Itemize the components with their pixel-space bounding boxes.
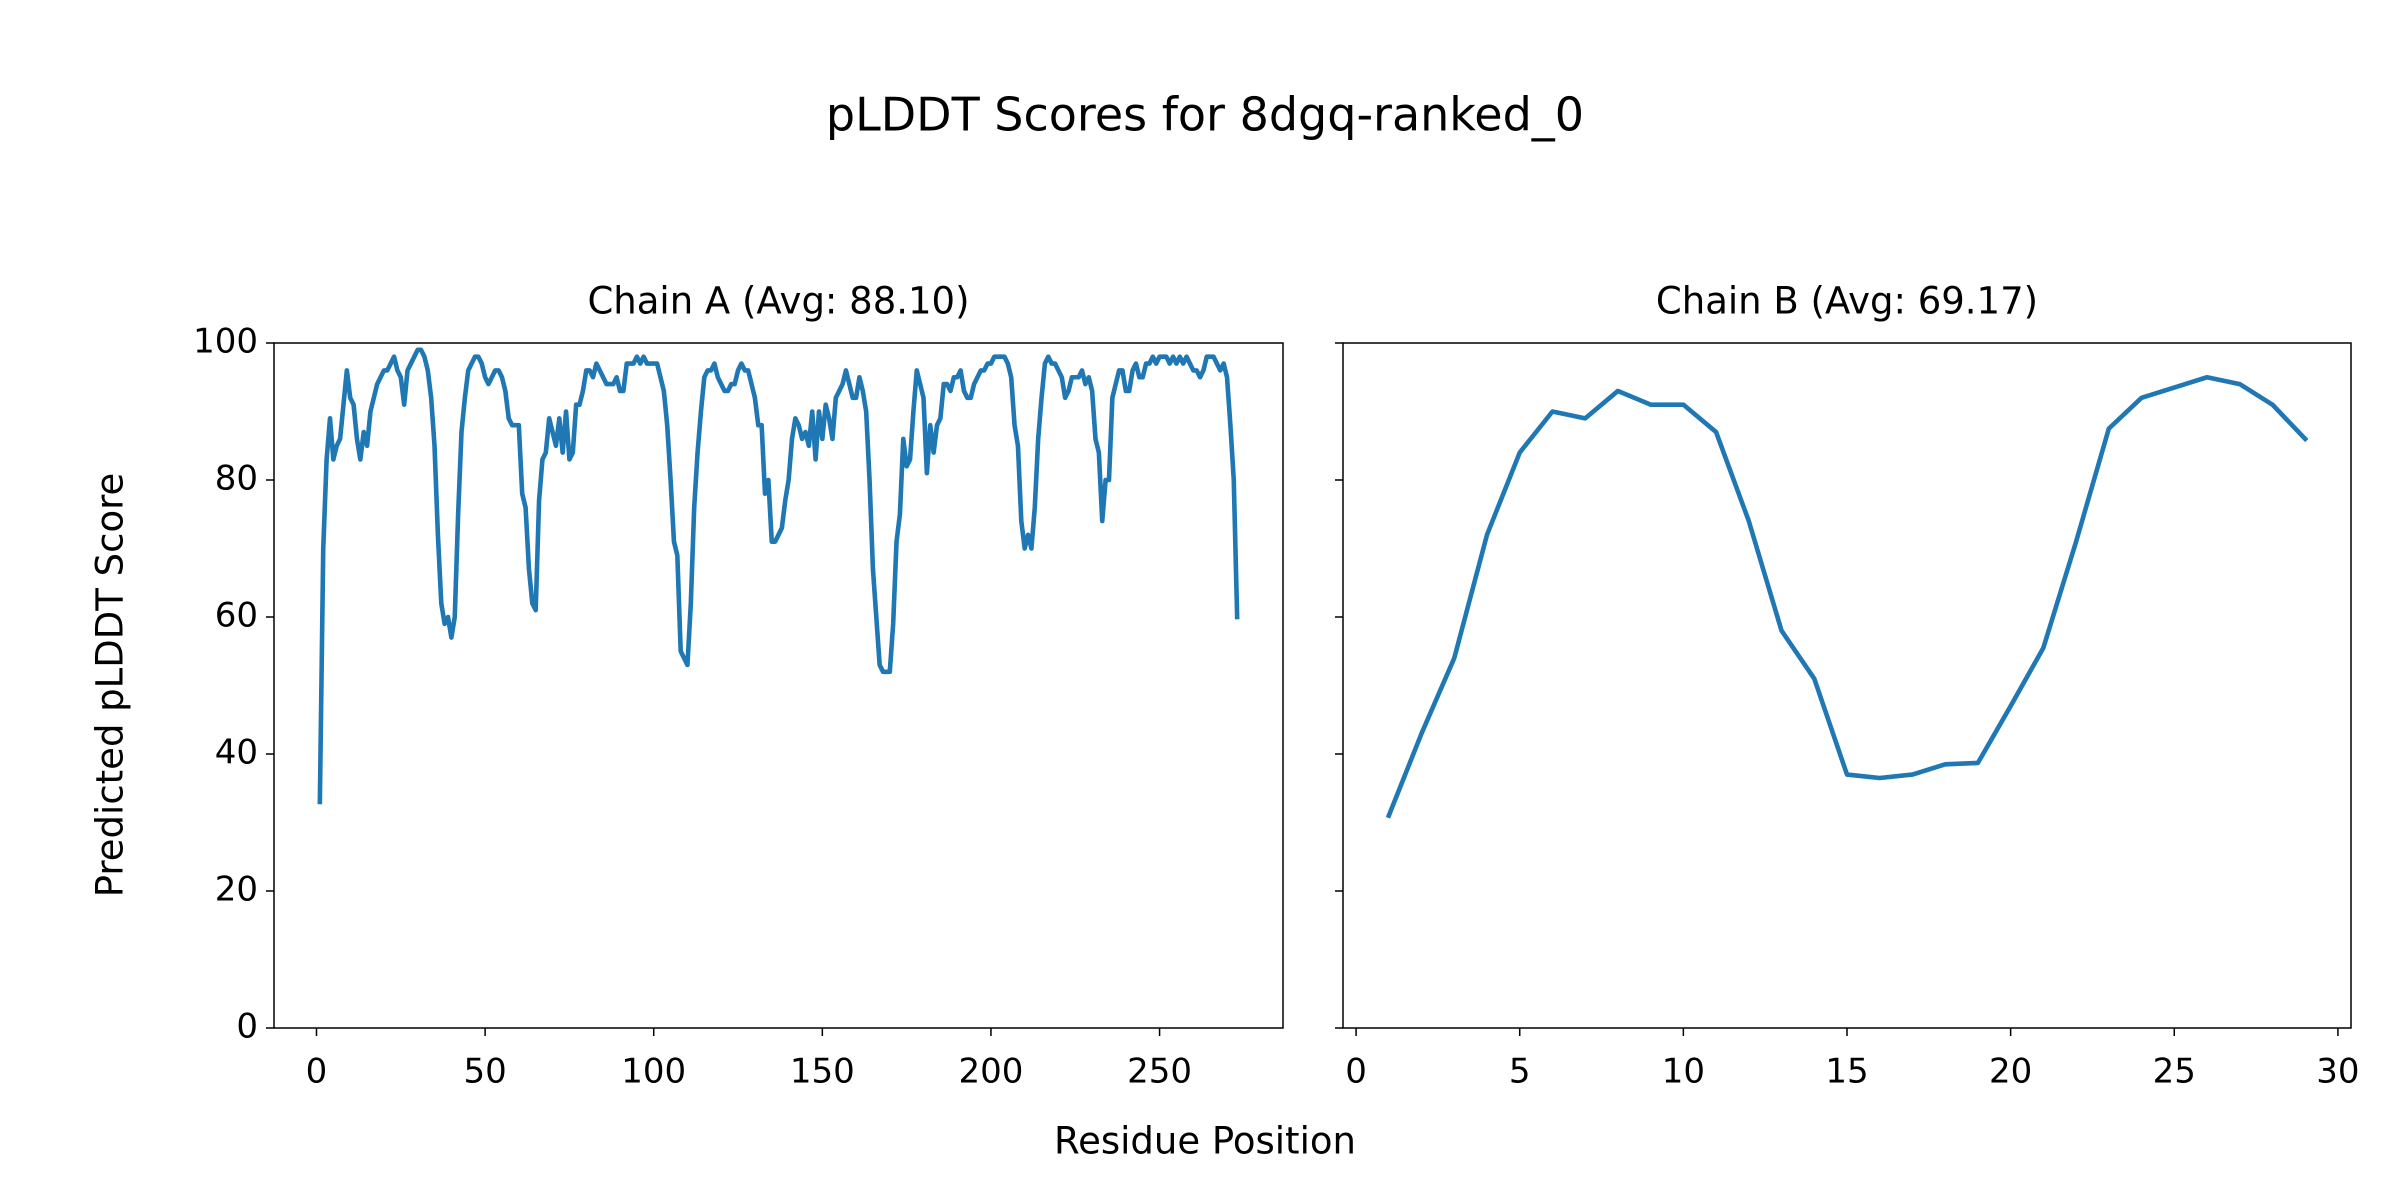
x-tick-label: 150 <box>790 1052 855 1092</box>
data-line <box>317 347 1240 805</box>
x-tick-label: 10 <box>1662 1052 1705 1092</box>
x-tick-label: 100 <box>621 1052 686 1092</box>
x-tick-label: 30 <box>2316 1052 2359 1092</box>
x-tick-label: 0 <box>306 1052 328 1092</box>
x-axis-label: Residue Position <box>1054 1120 1356 1163</box>
y-tick-label: 0 <box>236 1007 258 1047</box>
y-tick-label: 100 <box>193 322 258 362</box>
x-tick-label: 200 <box>959 1052 1024 1092</box>
axes-frame <box>1342 342 2352 1029</box>
subplot-title: Chain B (Avg: 69.17) <box>1656 280 2038 323</box>
y-axis-label: Predicted pLDDT Score <box>89 473 132 898</box>
x-tick-label: 5 <box>1509 1052 1531 1092</box>
y-tick-label: 40 <box>215 733 258 773</box>
y-tick-label: 80 <box>215 459 258 499</box>
figure-title: pLDDT Scores for 8dgq-ranked_0 <box>826 88 1584 142</box>
axes-frame <box>273 342 1284 1029</box>
x-tick-label: 250 <box>1127 1052 1192 1092</box>
y-tick-label: 20 <box>215 870 258 910</box>
data-line <box>1385 374 2309 819</box>
x-tick-label: 0 <box>1345 1052 1367 1092</box>
x-tick-label: 15 <box>1825 1052 1868 1092</box>
y-tick-label: 60 <box>215 596 258 636</box>
subplot-title: Chain A (Avg: 88.10) <box>587 280 969 323</box>
x-tick-label: 50 <box>463 1052 506 1092</box>
x-tick-label: 20 <box>1989 1052 2032 1092</box>
x-tick-label: 25 <box>2153 1052 2196 1092</box>
